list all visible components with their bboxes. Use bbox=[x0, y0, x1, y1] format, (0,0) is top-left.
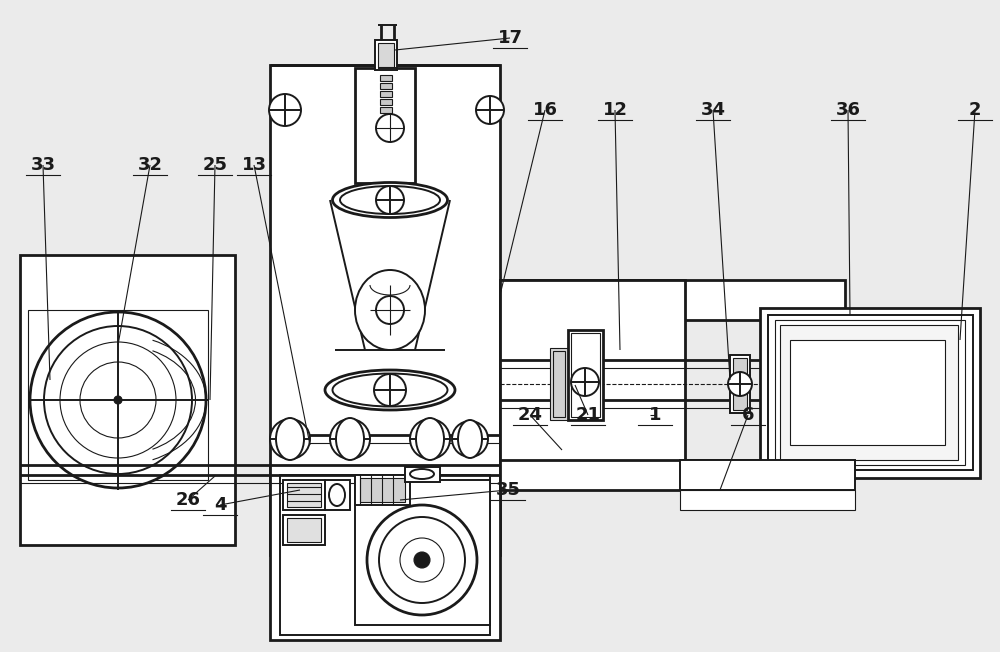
Ellipse shape bbox=[410, 469, 434, 479]
Bar bbox=[568, 330, 603, 420]
Text: 4: 4 bbox=[214, 496, 226, 514]
Circle shape bbox=[270, 419, 310, 459]
Text: 24: 24 bbox=[518, 406, 542, 424]
Bar bbox=[378, 43, 394, 67]
Text: 17: 17 bbox=[498, 29, 522, 47]
Bar bbox=[283, 515, 325, 545]
Ellipse shape bbox=[276, 418, 304, 460]
Circle shape bbox=[330, 419, 370, 459]
Circle shape bbox=[410, 419, 450, 459]
Ellipse shape bbox=[416, 418, 444, 460]
Circle shape bbox=[376, 114, 404, 142]
Bar bbox=[360, 478, 405, 502]
Circle shape bbox=[30, 312, 206, 488]
Circle shape bbox=[376, 186, 404, 214]
Bar bbox=[760, 308, 980, 478]
Bar bbox=[380, 83, 392, 89]
Text: 6: 6 bbox=[742, 406, 754, 424]
Bar bbox=[500, 280, 685, 465]
Text: 32: 32 bbox=[138, 156, 162, 174]
Text: 21: 21 bbox=[576, 406, 600, 424]
Bar bbox=[768, 315, 973, 470]
Text: 26: 26 bbox=[176, 491, 200, 509]
Bar bbox=[270, 465, 500, 640]
Bar bbox=[380, 75, 392, 81]
Circle shape bbox=[379, 517, 465, 603]
Text: 13: 13 bbox=[242, 156, 266, 174]
Text: 16: 16 bbox=[532, 101, 558, 119]
Bar bbox=[355, 68, 415, 183]
Circle shape bbox=[80, 362, 156, 438]
Bar bbox=[680, 490, 855, 510]
Bar bbox=[500, 280, 685, 465]
Bar bbox=[270, 65, 500, 555]
Text: 36: 36 bbox=[836, 101, 860, 119]
Bar bbox=[500, 460, 845, 490]
Bar bbox=[405, 467, 440, 482]
Text: 33: 33 bbox=[30, 156, 56, 174]
Ellipse shape bbox=[332, 374, 448, 406]
Text: 1: 1 bbox=[649, 406, 661, 424]
Bar bbox=[553, 351, 565, 417]
Bar bbox=[775, 320, 965, 465]
Circle shape bbox=[374, 374, 406, 406]
Circle shape bbox=[114, 396, 122, 404]
Ellipse shape bbox=[340, 186, 440, 214]
Bar bbox=[780, 325, 958, 460]
Ellipse shape bbox=[325, 370, 455, 410]
Text: 35: 35 bbox=[496, 481, 520, 499]
Bar bbox=[280, 475, 490, 635]
Text: 2: 2 bbox=[969, 101, 981, 119]
Bar bbox=[28, 310, 208, 480]
Circle shape bbox=[414, 552, 430, 568]
Bar bbox=[380, 107, 392, 113]
Circle shape bbox=[452, 421, 488, 457]
Ellipse shape bbox=[458, 420, 482, 458]
Circle shape bbox=[476, 96, 504, 124]
Bar bbox=[287, 483, 321, 507]
Bar bbox=[20, 255, 235, 545]
Bar bbox=[790, 340, 945, 445]
Bar bbox=[375, 40, 397, 70]
Text: 12: 12 bbox=[602, 101, 628, 119]
Circle shape bbox=[571, 368, 599, 396]
Bar bbox=[355, 480, 490, 625]
Ellipse shape bbox=[329, 484, 345, 506]
Circle shape bbox=[269, 94, 301, 126]
Bar bbox=[325, 480, 350, 510]
Circle shape bbox=[367, 505, 477, 615]
Text: 25: 25 bbox=[202, 156, 228, 174]
Bar bbox=[730, 355, 750, 413]
Circle shape bbox=[728, 372, 752, 396]
Bar bbox=[355, 475, 410, 505]
Bar bbox=[380, 91, 392, 97]
Ellipse shape bbox=[355, 270, 425, 350]
Ellipse shape bbox=[332, 183, 448, 218]
Bar bbox=[287, 518, 321, 542]
Bar bbox=[283, 480, 325, 510]
Bar bbox=[680, 460, 855, 490]
Circle shape bbox=[376, 296, 404, 324]
Ellipse shape bbox=[336, 418, 364, 460]
Circle shape bbox=[400, 538, 444, 582]
Bar bbox=[500, 280, 845, 320]
Bar bbox=[380, 99, 392, 105]
Circle shape bbox=[60, 342, 176, 458]
Circle shape bbox=[44, 326, 192, 474]
Bar bbox=[550, 348, 568, 420]
Text: 34: 34 bbox=[700, 101, 726, 119]
Bar bbox=[733, 358, 747, 410]
Bar bbox=[571, 333, 600, 417]
